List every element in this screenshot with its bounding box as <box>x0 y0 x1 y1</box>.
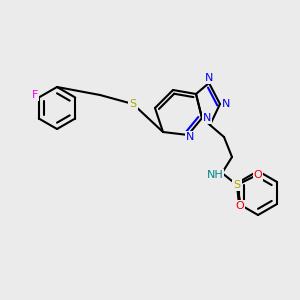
Text: F: F <box>32 89 38 100</box>
Text: N: N <box>205 73 213 83</box>
Text: S: S <box>129 99 137 109</box>
Text: O: O <box>236 201 244 211</box>
Text: NH: NH <box>207 170 224 180</box>
Text: O: O <box>254 170 262 180</box>
Text: N: N <box>186 132 194 142</box>
Text: N: N <box>222 99 230 109</box>
Text: S: S <box>233 180 241 190</box>
Text: N: N <box>203 113 211 123</box>
